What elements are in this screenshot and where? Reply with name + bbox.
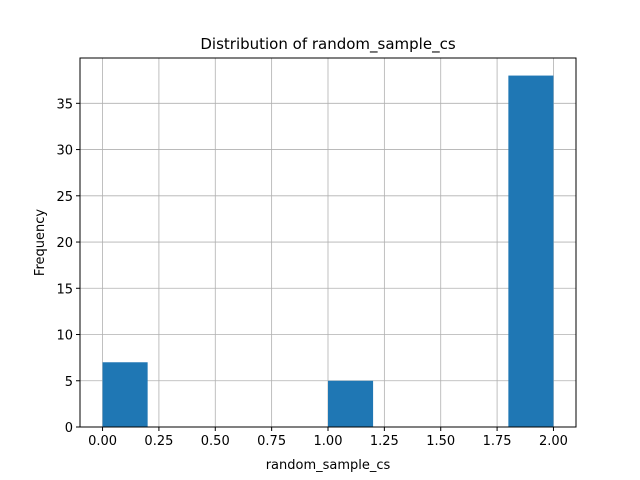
- y-tick-label: 25: [56, 190, 73, 205]
- x-axis-label: random_sample_cs: [266, 458, 391, 473]
- histogram-bar: [102, 362, 148, 427]
- x-tick-label: 1.75: [483, 434, 512, 449]
- x-tick-label: 1.50: [426, 434, 455, 449]
- y-tick-label: 0: [65, 421, 73, 436]
- grid-lines: [80, 58, 576, 428]
- x-tick-label: 1.25: [370, 434, 399, 449]
- x-tick-label: 0.50: [201, 434, 230, 449]
- bars: [102, 75, 554, 428]
- histogram-bar: [508, 75, 554, 428]
- y-tick-label: 20: [56, 236, 73, 251]
- x-tick-label: 1.00: [314, 434, 343, 449]
- axis-ticks: 0.00 0.25 0.50 0.75 1.00 1.25 1.50 1.75 2.00 0 5 10…: [56, 97, 567, 449]
- x-tick-label: 0.00: [88, 434, 117, 449]
- x-tick-label: 0.25: [144, 434, 173, 449]
- plot-frame: [79, 57, 577, 428]
- y-tick-label: 15: [56, 282, 73, 297]
- x-tick-label: 2.00: [539, 434, 568, 449]
- x-tick-label: 0.75: [257, 434, 286, 449]
- y-tick-label: 10: [56, 329, 73, 344]
- chart-title: Distribution of random_sample_cs: [200, 35, 455, 54]
- histogram-bar: [328, 380, 374, 427]
- y-tick-label: 30: [56, 144, 73, 159]
- y-tick-label: 35: [56, 97, 73, 112]
- y-tick-label: 5: [65, 375, 73, 390]
- y-axis-label: Frequency: [33, 209, 48, 276]
